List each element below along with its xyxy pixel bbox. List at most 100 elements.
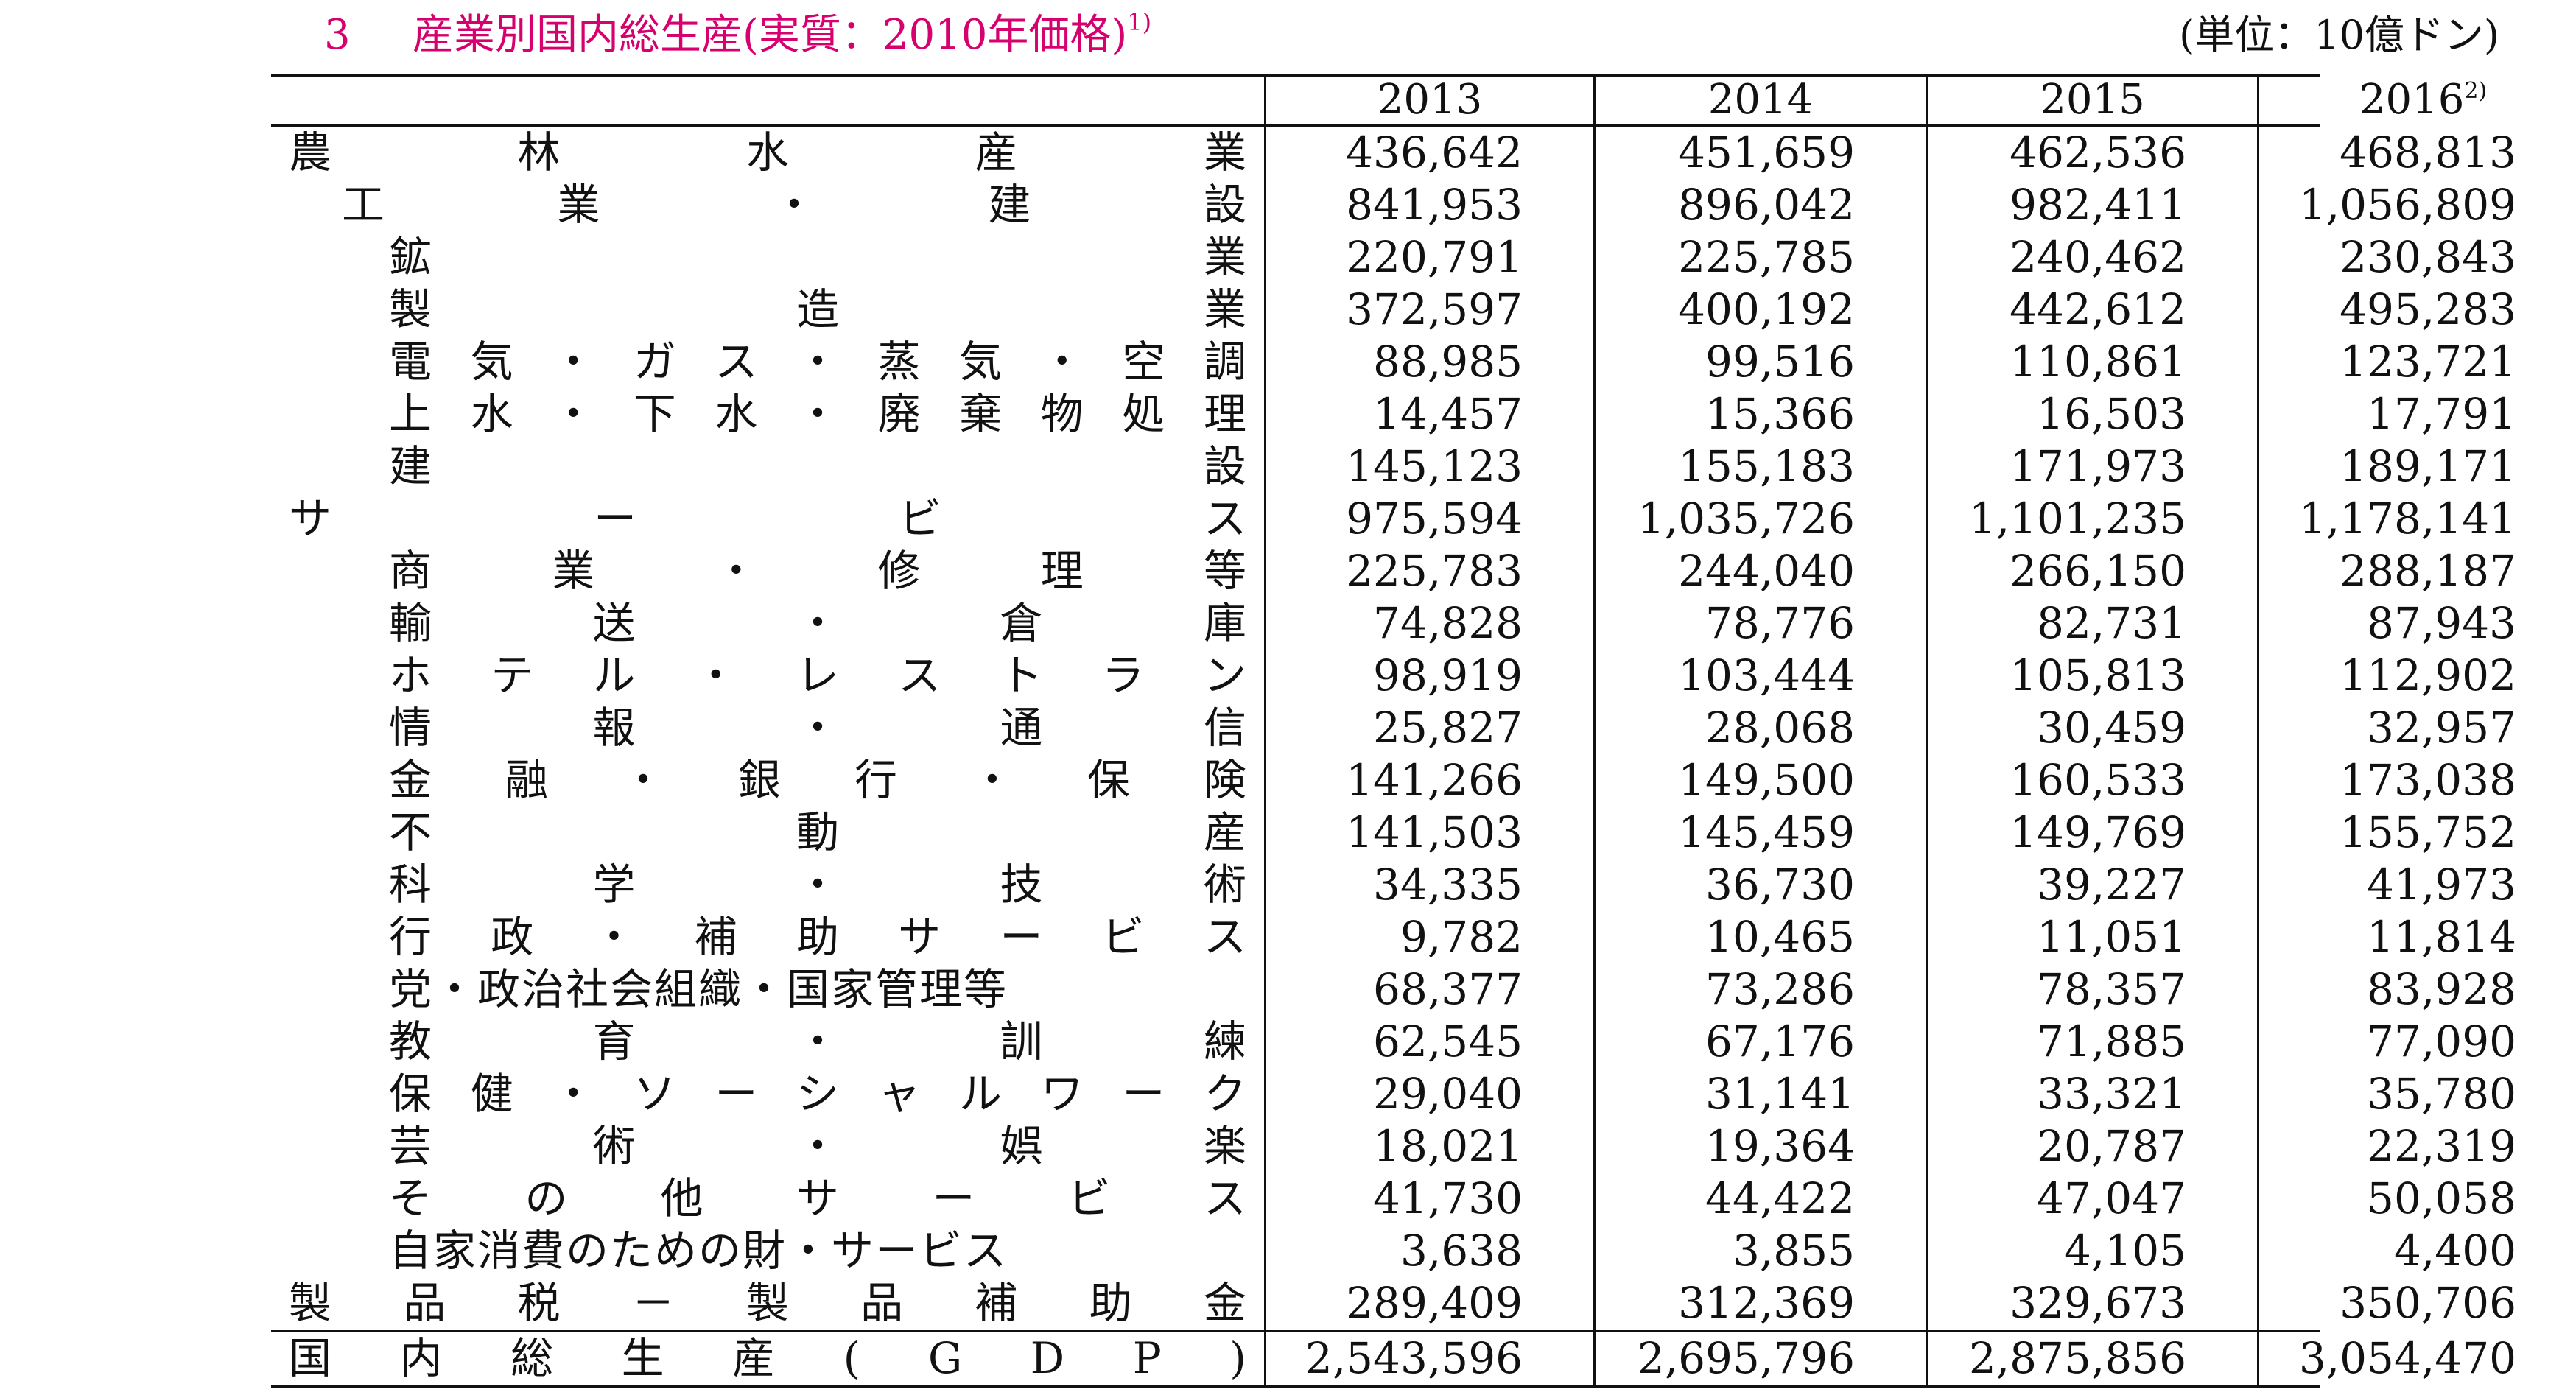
table-cell: 25,827 [1373, 703, 1523, 753]
table-cell: 462,536 [2010, 127, 2186, 178]
table-row: 製品税－製品補助金 289,409 312,369 329,673 350,706 [271, 1277, 2516, 1329]
table-row: 行政・補助サービス 9,782 10,465 11,051 11,814 [271, 911, 2516, 963]
table-row: 自家消費のための財・サービス 3,638 3,855 4,105 4,400 [271, 1225, 2516, 1277]
table-cell: 78,776 [1705, 598, 1855, 648]
row-label: 国内総生産(G D P) [289, 1333, 1246, 1383]
table-title: 3 産業別国内総生産(実質：2010年価格)1) [324, 6, 1151, 65]
table-title-text: 産業別国内総生産(実質：2010年価格) [413, 11, 1128, 59]
table-cell: 29,040 [1373, 1069, 1523, 1119]
row-label: 行政・補助サービス [389, 912, 1246, 962]
table-cell: 1,035,726 [1637, 493, 1855, 544]
row-label: サービス [289, 493, 1246, 544]
table-cell: 2,543,596 [1305, 1333, 1523, 1383]
table-cell: 73,286 [1705, 964, 1855, 1014]
column-rule [1926, 74, 1928, 1388]
table-cell: 451,659 [1678, 127, 1855, 178]
table-cell: 841,953 [1346, 180, 1523, 230]
table-cell: 74,828 [1373, 598, 1523, 648]
row-label: 情報・通信 [389, 703, 1246, 753]
table-cell: 442,612 [2010, 284, 2186, 334]
table-cell: 1,056,809 [2298, 180, 2516, 230]
table-cell: 160,533 [2010, 755, 2186, 805]
row-label: 建設 [389, 441, 1246, 491]
table-cell: 329,673 [2010, 1278, 2186, 1328]
table-cell: 16,503 [2037, 389, 2186, 439]
table-cell: 145,123 [1346, 441, 1523, 491]
table-cell: 9,782 [1400, 912, 1523, 962]
table-cell: 2,875,856 [1968, 1333, 2186, 1383]
table-cell: 18,021 [1373, 1121, 1523, 1171]
table-cell: 71,885 [2037, 1016, 2186, 1067]
row-label: 教育・訓練 [389, 1016, 1246, 1067]
table-row: 上水・下水・廃棄物処理 14,457 15,366 16,503 17,791 [271, 388, 2516, 440]
table-cell: 22,319 [2367, 1121, 2516, 1171]
table-cell: 495,283 [2340, 284, 2516, 334]
table-cell: 141,266 [1346, 755, 1523, 805]
table-row: 不動産 141,503 145,459 149,769 155,752 [271, 807, 2516, 859]
row-label: 不動産 [389, 807, 1246, 857]
row-label: 保健・ソーシャルワーク [389, 1069, 1246, 1119]
table-cell: 31,141 [1705, 1069, 1855, 1119]
column-header: 2013 [1264, 77, 1593, 124]
row-label: 科学・技術 [389, 860, 1246, 910]
column-header: 2015 [1926, 77, 2257, 124]
row-label: その他サービス [389, 1173, 1246, 1223]
table-cell: 88,985 [1373, 337, 1523, 387]
table-row: 鉱業 220,791 225,785 240,462 230,843 [271, 231, 2516, 284]
table-cell: 4,105 [2063, 1226, 2186, 1276]
table-row-total: 国内総生産(G D P) 2,543,596 2,695,796 2,875,856 3,0… [271, 1332, 2516, 1385]
table-cell: 28,068 [1705, 703, 1855, 753]
table-cell: 468,813 [2340, 127, 2516, 178]
unit-label: (単位：10億ドン) [2179, 12, 2499, 58]
column-header: 2014 [1593, 77, 1926, 124]
table-row: 科学・技術 34,335 36,730 39,227 41,973 [271, 859, 2516, 911]
table-cell: 19,364 [1705, 1121, 1855, 1171]
table-cell: 896,042 [1678, 180, 1855, 230]
table-cell: 266,150 [2010, 546, 2186, 596]
table-cell: 230,843 [2340, 232, 2516, 282]
table-row: 情報・通信 25,827 28,068 30,459 32,957 [271, 702, 2516, 754]
table-cell: 33,321 [2037, 1069, 2186, 1119]
column-rule [1593, 74, 1596, 1388]
table-cell: 34,335 [1373, 860, 1523, 910]
table-cell: 82,731 [2037, 598, 2186, 648]
title-footnote-mark: 1) [1127, 8, 1152, 36]
table-cell: 149,769 [2010, 807, 2186, 857]
table-cell: 30,459 [2037, 703, 2186, 753]
table-row: 教育・訓練 62,545 67,176 71,885 77,090 [271, 1016, 2516, 1068]
table-cell: 10,465 [1705, 912, 1855, 962]
table-cell: 41,973 [2367, 860, 2516, 910]
table-cell: 44,422 [1705, 1173, 1855, 1223]
table-cell: 155,183 [1678, 441, 1855, 491]
table-cell: 289,409 [1346, 1278, 1523, 1328]
table-cell: 2,695,796 [1637, 1333, 1855, 1383]
table-cell: 110,861 [2010, 337, 2186, 387]
table-cell: 312,369 [1678, 1278, 1855, 1328]
table-cell: 982,411 [2010, 180, 2186, 230]
row-label: 工業・建設 [342, 180, 1246, 230]
table-cell: 3,855 [1732, 1226, 1855, 1276]
table-cell: 11,814 [2367, 912, 2516, 962]
table-cell: 173,038 [2340, 755, 2516, 805]
table-cell: 225,783 [1346, 546, 1523, 596]
table-cell: 155,752 [2340, 807, 2516, 857]
table-cell: 14,457 [1373, 389, 1523, 439]
table-row: 建設 145,123 155,183 171,973 189,171 [271, 440, 2516, 493]
table-number: 3 [324, 11, 351, 59]
table-cell: 350,706 [2340, 1278, 2516, 1328]
column-rule [1264, 74, 1266, 1388]
column-header: 20162) [2257, 77, 2576, 124]
table-cell: 225,785 [1678, 232, 1855, 282]
table-cell: 189,171 [2340, 441, 2516, 491]
table-cell: 50,058 [2367, 1173, 2516, 1223]
table-cell: 20,787 [2037, 1121, 2186, 1171]
table-cell: 11,051 [2037, 912, 2186, 962]
table-cell: 141,503 [1346, 807, 1523, 857]
row-label: ホテル・レストラン [389, 650, 1246, 700]
row-label: 上水・下水・廃棄物処理 [389, 389, 1246, 439]
row-label: 輸送・倉庫 [389, 598, 1246, 648]
table-cell: 47,047 [2037, 1173, 2186, 1223]
table-cell: 1,101,235 [1968, 493, 2186, 544]
row-label: 製造業 [389, 284, 1246, 334]
table-row: その他サービス 41,730 44,422 47,047 50,058 [271, 1173, 2516, 1225]
